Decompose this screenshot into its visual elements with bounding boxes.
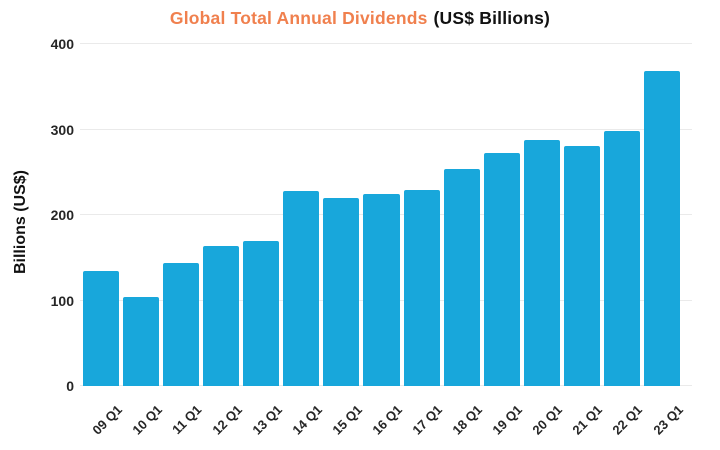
plot-area [80,43,692,386]
chart-title-units: (US$ Billions) [433,8,551,28]
gridline-400 [80,43,692,44]
x-tick-10-q1: 10 Q1 [129,402,165,438]
bar-14-q1 [283,191,320,386]
gridline-300 [80,128,692,130]
bar-19-q1 [483,152,520,386]
x-tick-17-q1: 17 Q1 [409,402,446,438]
x-tick-22-q1: 22 Q1 [609,402,646,438]
x-tick-18-q1: 18 Q1 [449,402,486,438]
x-axis-tick-labels: 09 Q1 10 Q1 11 Q1 12 Q1 13 Q1 14 Q1 15 Q1 16 Q1… [0,402,720,450]
y-axis-tick-labels: 0 100 200 300 400 [0,36,74,394]
bar-10-q1 [123,297,160,386]
x-tick-16-q1: 16 Q1 [369,402,406,438]
y-tick-400: 400 [50,36,74,52]
bar-13-q1 [243,240,280,386]
x-tick-11-q1: 11 Q1 [169,402,205,438]
bar-18-q1 [443,168,480,386]
x-tick-13-q1: 13 Q1 [249,402,285,438]
bar-09-q1 [83,271,120,386]
x-tick-15-q1: 15 Q1 [329,402,366,438]
x-tick-09-q1: 09 Q1 [88,402,125,438]
chart-title: Global Total Annual Dividends (US$ Billio… [0,6,720,30]
y-tick-200: 200 [50,207,74,223]
bar-15-q1 [323,197,360,386]
bar-23-q1 [643,71,680,386]
x-tick-21-q1: 21 Q1 [569,402,606,438]
y-tick-300: 300 [50,121,74,138]
x-tick-12-q1: 12 Q1 [209,402,245,438]
x-tick-14-q1: 14 Q1 [289,402,325,438]
bar-22-q1 [603,131,640,386]
bar-11-q1 [163,262,200,386]
y-tick-100: 100 [50,292,74,309]
bar-20-q1 [523,139,560,386]
chart-title-highlight: Global Total Annual Dividends [169,8,428,28]
bar-12-q1 [203,245,240,386]
x-tick-20-q1: 20 Q1 [529,402,566,438]
bar-21-q1 [563,145,600,386]
x-tick-23-q1: 23 Q1 [649,402,686,438]
bar-16-q1 [363,194,400,386]
bars-container [83,44,680,386]
x-tick-19-q1: 19 Q1 [489,402,526,438]
bar-17-q1 [403,190,440,386]
y-tick-0: 0 [66,378,74,394]
